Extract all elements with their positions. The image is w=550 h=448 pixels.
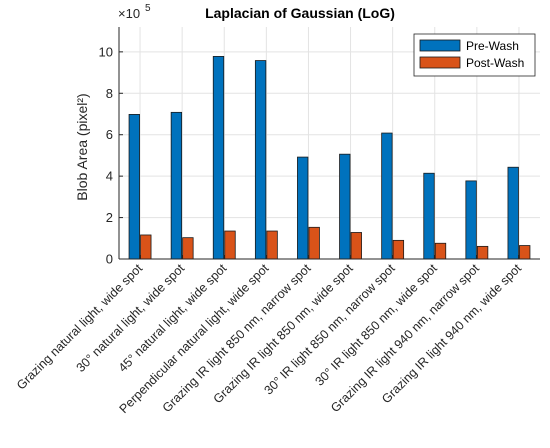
- exponent-power: 5: [145, 3, 151, 14]
- y-tick-label: 4: [106, 169, 113, 184]
- bar-pre-wash: [465, 180, 477, 260]
- grid-lines: [119, 27, 540, 260]
- y-tick-label: 0: [106, 252, 113, 267]
- bar-pre-wash: [212, 56, 225, 260]
- bar-post-wash: [182, 237, 194, 260]
- bar-pre-wash: [128, 114, 140, 260]
- y-axis-label: Blob Area (pixel²): [74, 93, 90, 200]
- exponent-base: ×10: [118, 6, 140, 21]
- bar-pre-wash: [254, 60, 267, 260]
- bar-post-wash: [476, 245, 489, 260]
- bar-post-wash: [308, 226, 320, 260]
- legend-swatch: [419, 39, 461, 52]
- legend-swatch: [419, 56, 461, 69]
- bar-pre-wash: [507, 166, 519, 260]
- bar-post-wash: [392, 239, 405, 260]
- y-tick-label: 8: [106, 86, 113, 101]
- x-tick-label: Grazing IR light 940 nm, narrow spot: [328, 261, 482, 415]
- legend-label: Post-Wash: [466, 56, 524, 70]
- chart-title: Laplacian of Gaussian (LoG): [205, 5, 395, 21]
- bar-pre-wash: [339, 153, 351, 260]
- bar-pre-wash: [381, 132, 393, 260]
- bar-pre-wash: [170, 111, 183, 260]
- bar-pre-wash: [423, 172, 435, 260]
- x-tick-label: Grazing IR light 850 nm, narrow spot: [160, 261, 314, 415]
- x-tick-label: Perpendicular natural light, wide spot: [117, 261, 272, 416]
- y-tick-label: 6: [106, 127, 113, 142]
- legend: Pre-Wash Post-Wash: [413, 33, 536, 77]
- bar-post-wash: [140, 234, 152, 260]
- bar-post-wash: [350, 232, 362, 260]
- bar-marks: [128, 56, 531, 260]
- bar-post-wash: [224, 230, 236, 260]
- exponent-label: ×10 5: [118, 3, 151, 21]
- bar-pre-wash: [297, 156, 309, 260]
- bar-post-wash: [519, 245, 531, 260]
- bar-post-wash: [266, 230, 278, 260]
- y-tick-label: 10: [99, 44, 113, 59]
- y-tick-label: 2: [106, 210, 113, 225]
- bar-post-wash: [434, 242, 447, 260]
- legend-label: Pre-Wash: [466, 39, 519, 53]
